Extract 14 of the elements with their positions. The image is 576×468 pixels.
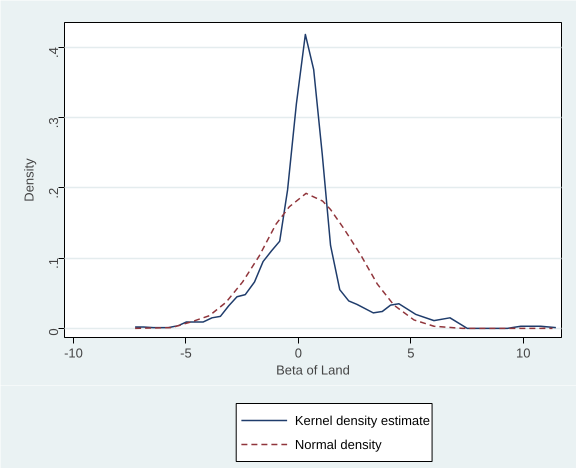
- y-tick-label: .2: [46, 188, 61, 199]
- legend-label: Normal density: [294, 437, 382, 452]
- legend-label: Kernel density estimate: [294, 413, 430, 428]
- x-axis-title: Beta of Land: [276, 362, 350, 378]
- y-tick-label: .3: [46, 117, 61, 128]
- x-tick-label: 5: [407, 346, 414, 360]
- x-tick-label: -10: [64, 346, 83, 360]
- x-tick-label: 0: [294, 346, 302, 360]
- y-axis-title: Density: [22, 158, 36, 202]
- y-tick-label: .1: [46, 258, 61, 269]
- x-tick-label: 10: [516, 346, 531, 360]
- x-tick-label: -5: [180, 346, 192, 360]
- y-tick-label: 0: [46, 328, 61, 336]
- y-tick-label: .4: [46, 47, 61, 58]
